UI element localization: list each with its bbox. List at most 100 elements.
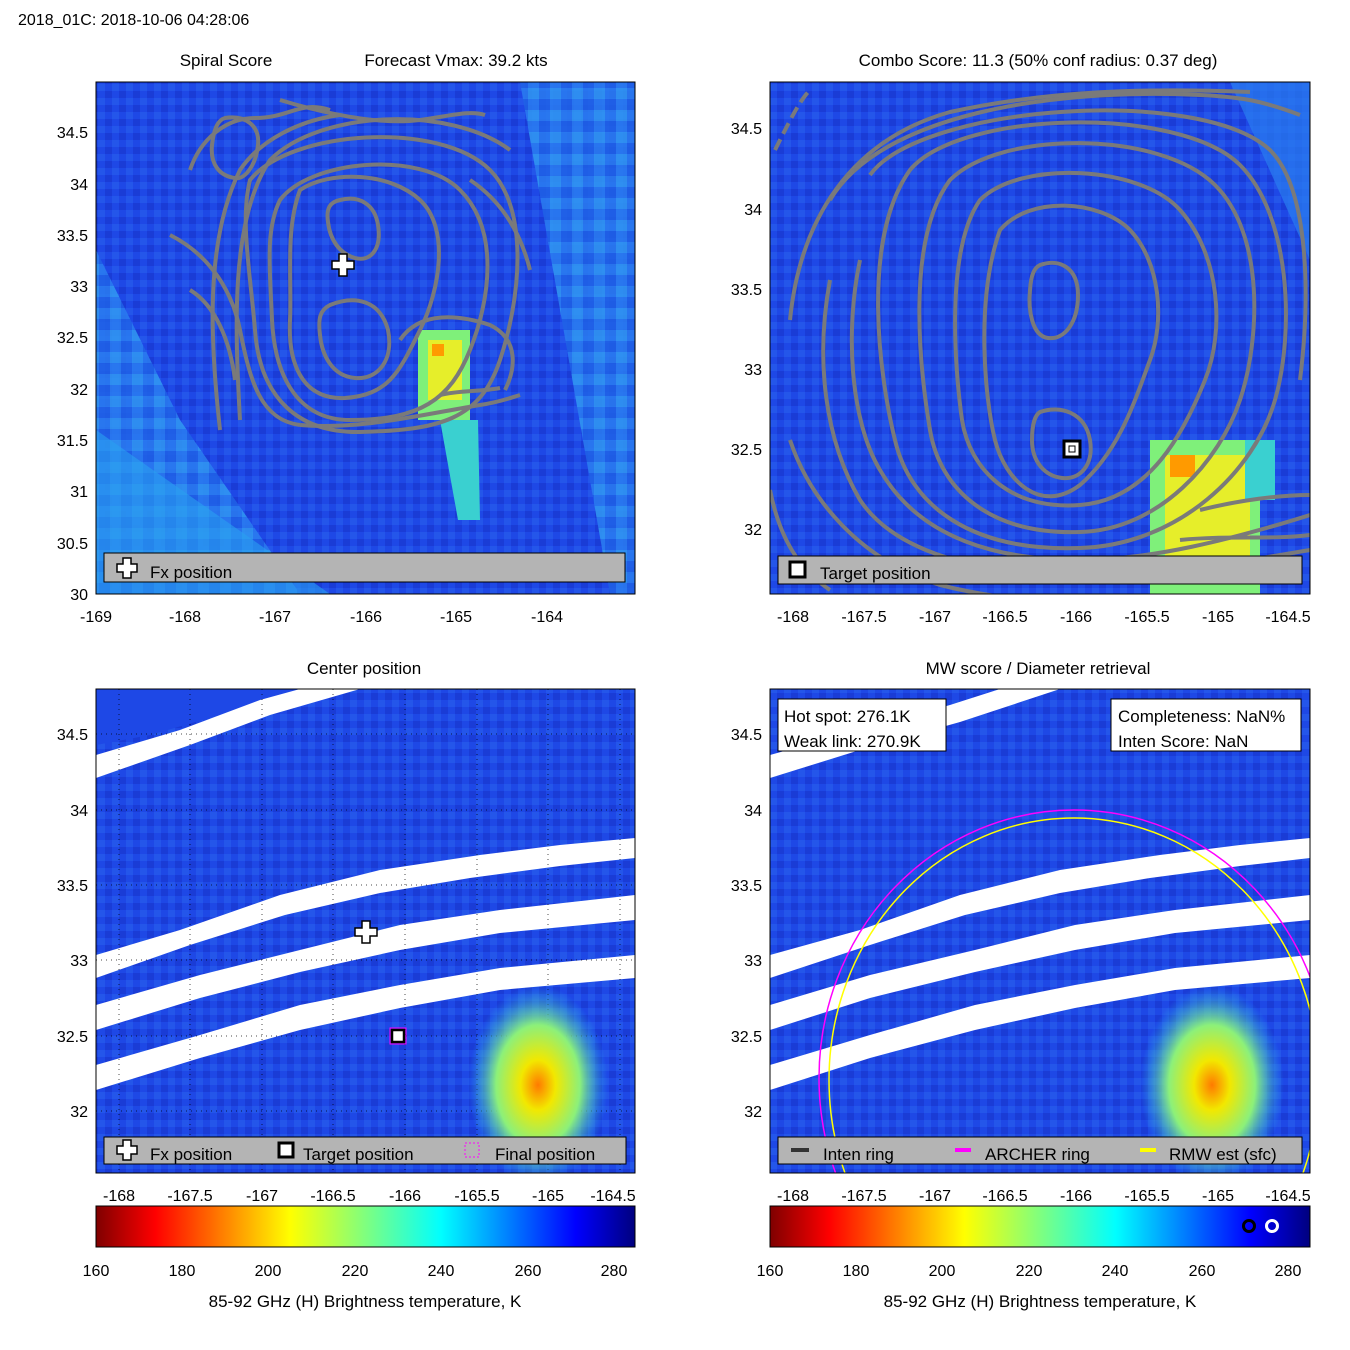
svg-text:32.5: 32.5 [57, 1029, 88, 1046]
svg-text:32.5: 32.5 [731, 1029, 762, 1046]
no-data-stripes [96, 689, 635, 1090]
completeness-value: Completeness: NaN% [1118, 707, 1285, 726]
svg-text:-165: -165 [1202, 1188, 1234, 1205]
y-tick-label: 33 [70, 279, 88, 296]
svg-text:-167.5: -167.5 [841, 1188, 886, 1205]
svg-text:-166.5: -166.5 [310, 1188, 355, 1205]
square-icon [277, 1141, 295, 1159]
legend-label: Fx position [150, 1145, 232, 1164]
svg-text:-166: -166 [1060, 609, 1092, 626]
panel-combo-score: Target position Combo Score: 11.3 (50% c… [731, 51, 1311, 626]
legend-label: RMW est (sfc) [1169, 1145, 1277, 1164]
svg-text:260: 260 [1189, 1263, 1216, 1280]
svg-text:34.5: 34.5 [57, 727, 88, 744]
forecast-vmax: Forecast Vmax: 39.2 kts [364, 51, 547, 70]
x-ticks: -168 -167.5 -167 -166.5 -166 -165.5 -165 -164… [103, 1188, 636, 1205]
legend-label: Target position [303, 1145, 414, 1164]
svg-text:-164.5: -164.5 [590, 1188, 635, 1205]
colorbar-left: 160 180 200 220 240 260 280 85-92 GHz (H… [83, 1205, 636, 1311]
svg-text:280: 280 [601, 1263, 628, 1280]
legend-label: Inten ring [823, 1145, 894, 1164]
y-tick-label: 32.5 [57, 330, 88, 347]
svg-text:34.5: 34.5 [731, 121, 762, 138]
weak-link-value: Weak link: 270.9K [784, 732, 921, 751]
legend-label: Target position [820, 564, 931, 583]
panel-center-position: Fx position Target position Final positi… [57, 659, 636, 1205]
legend-center: Fx position Target position Final positi… [103, 1136, 627, 1165]
y-tick-label: 34 [70, 177, 88, 194]
svg-text:34: 34 [70, 803, 88, 820]
panel-spiral-score: Fx position Spiral Score Forecast Vmax: … [57, 51, 636, 626]
combo-score-title: Combo Score: 11.3 (50% conf radius: 0.37… [859, 51, 1218, 70]
y-tick-label: 31.5 [57, 433, 88, 450]
x-tick-label: -165 [440, 609, 472, 626]
cross-icon [116, 557, 138, 579]
svg-text:220: 220 [1016, 1263, 1043, 1280]
weak-link-marker-icon [1242, 1219, 1256, 1233]
x-ticks: -168 -167.5 -167 -166.5 -166 -165.5 -165 -164… [777, 1188, 1311, 1205]
svg-text:-168: -168 [103, 1188, 135, 1205]
y-tick-label: 33.5 [57, 228, 88, 245]
svg-text:34.5: 34.5 [731, 727, 762, 744]
svg-text:260: 260 [515, 1263, 542, 1280]
square-icon [788, 560, 807, 579]
svg-text:32: 32 [70, 1104, 88, 1121]
y-ticks: 32 32.5 33 33.5 34 34.5 [731, 121, 762, 539]
y-tick-label: 34.5 [57, 125, 88, 142]
hot-spot [468, 985, 608, 1173]
completeness-info: Completeness: NaN% Inten Score: NaN [1110, 698, 1302, 752]
svg-text:33.5: 33.5 [731, 282, 762, 299]
x-ticks: -169 -168 -167 -166 -165 -164 [80, 609, 563, 626]
svg-text:-166.5: -166.5 [982, 1188, 1027, 1205]
y-ticks: 32 32.5 33 33.5 34 34.5 [57, 727, 88, 1121]
svg-text:33: 33 [744, 953, 762, 970]
svg-text:-167.5: -167.5 [841, 609, 886, 626]
inten-score-value: Inten Score: NaN [1118, 732, 1248, 751]
y-tick-label: 30.5 [57, 536, 88, 553]
svg-text:-167.5: -167.5 [167, 1188, 212, 1205]
hot-spot-value: Hot spot: 276.1K [784, 707, 911, 726]
svg-text:33.5: 33.5 [57, 878, 88, 895]
svg-text:-165.5: -165.5 [454, 1188, 499, 1205]
x-ticks: -168 -167.5 -167 -166.5 -166 -165.5 -165 -164… [777, 609, 1311, 626]
svg-text:-164.5: -164.5 [1265, 1188, 1310, 1205]
panel-title: MW score / Diameter retrieval [926, 659, 1151, 678]
svg-text:33: 33 [744, 362, 762, 379]
panel-mw-score: Hot spot: 276.1K Weak link: 270.9K Compl… [731, 659, 1311, 1205]
colorbar-label: 85-92 GHz (H) Brightness temperature, K [884, 1292, 1197, 1311]
x-tick-label: -164 [531, 609, 563, 626]
svg-text:-167: -167 [919, 609, 951, 626]
rmw-ring [828, 817, 1310, 1173]
svg-text:160: 160 [757, 1263, 784, 1280]
svg-text:-165: -165 [1202, 609, 1234, 626]
cross-icon [116, 1139, 138, 1161]
svg-text:180: 180 [843, 1263, 870, 1280]
svg-text:240: 240 [428, 1263, 455, 1280]
figure-title: 2018_01C: 2018-10-06 04:28:06 [18, 12, 250, 29]
svg-text:-165.5: -165.5 [1124, 609, 1169, 626]
target-position-marker [389, 1027, 407, 1045]
dotted-square-icon [464, 1142, 480, 1158]
colorbar-label: 85-92 GHz (H) Brightness temperature, K [209, 1292, 522, 1311]
legend-label: Fx position [150, 563, 232, 582]
svg-text:-164.5: -164.5 [1265, 609, 1310, 626]
x-tick-label: -168 [169, 609, 201, 626]
hot-spot-info: Hot spot: 276.1K Weak link: 270.9K [777, 698, 947, 752]
legend-label: Final position [495, 1145, 595, 1164]
svg-text:180: 180 [169, 1263, 196, 1280]
legend-mw: Inten ring ARCHER ring RMW est (sfc) [777, 1136, 1303, 1165]
colorbar-ticks: 160 180 200 220 240 260 280 [757, 1263, 1302, 1280]
target-position-marker [1062, 439, 1082, 459]
fx-position-marker [331, 253, 355, 277]
svg-text:-167: -167 [919, 1188, 951, 1205]
svg-text:-166.5: -166.5 [982, 609, 1027, 626]
gridlines [96, 689, 635, 1173]
svg-text:280: 280 [1275, 1263, 1302, 1280]
y-tick-label: 32 [70, 382, 88, 399]
panel-title: Center position [307, 659, 421, 678]
svg-text:33: 33 [70, 953, 88, 970]
svg-text:32.5: 32.5 [731, 442, 762, 459]
contours [169, 98, 532, 435]
legend-combo: Target position [777, 555, 1303, 585]
